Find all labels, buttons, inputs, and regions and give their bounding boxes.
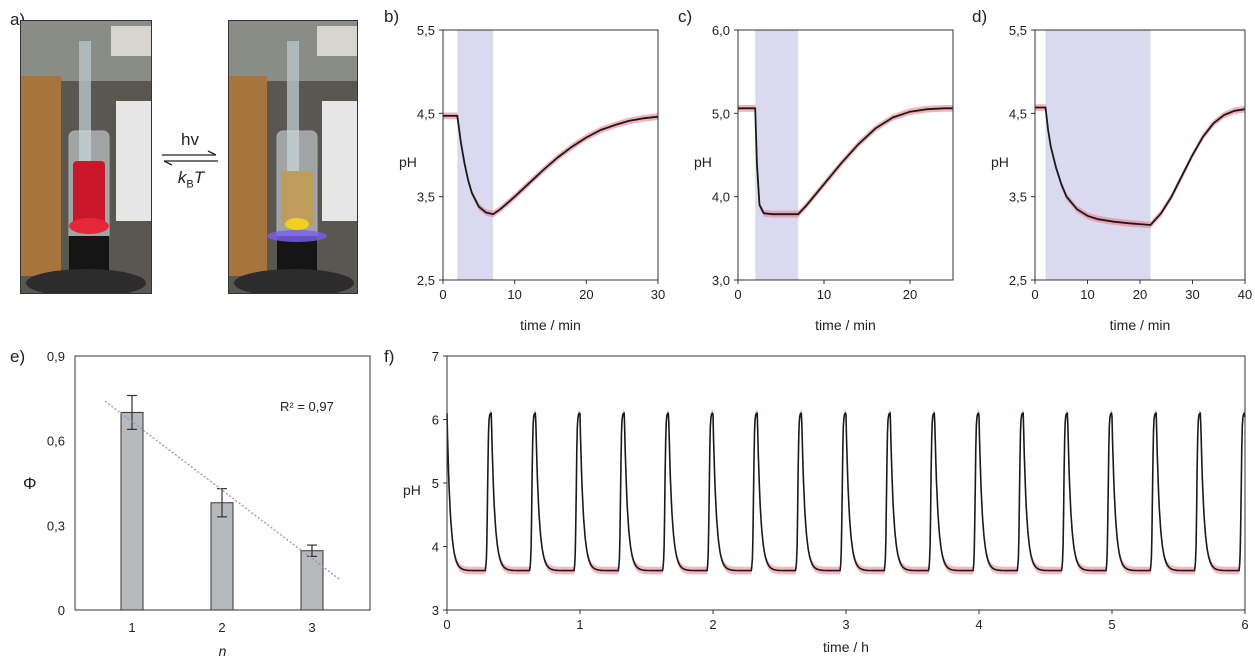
- forward-reaction-label: hv: [181, 130, 199, 149]
- y-tick-label: 5,5: [417, 23, 435, 38]
- plot-frame: [737, 29, 954, 281]
- photo-before-irradiation: [20, 20, 152, 294]
- x-tick-label: 10: [1080, 287, 1094, 302]
- y-tick-label: 3,0: [712, 273, 730, 288]
- bar: [300, 550, 324, 611]
- x-tick-label: 20: [903, 287, 917, 302]
- y-axis-label: pH: [694, 154, 712, 170]
- y-tick-label: 5,5: [1009, 23, 1027, 38]
- ph-trace-line: [443, 114, 659, 216]
- y-tick-label: 2,5: [1009, 273, 1027, 288]
- y-axis-label: Φ: [23, 474, 37, 493]
- y-tick-label: 4,0: [712, 190, 730, 205]
- x-axis-label: time / h: [823, 639, 869, 655]
- ph-trace-line: [1035, 106, 1246, 226]
- y-tick-label: 6: [432, 413, 439, 428]
- t-symbol: T: [193, 168, 205, 187]
- y-tick-label: 3,5: [417, 190, 435, 205]
- y-tick-label: 7: [432, 349, 439, 364]
- panel-label-b: b): [384, 7, 399, 26]
- y-tick-label: 5: [432, 476, 439, 491]
- y-tick-label: 0,9: [47, 349, 65, 364]
- x-axis-label: time / min: [520, 317, 581, 333]
- y-tick-label: 0: [58, 603, 65, 618]
- backward-reaction-label: kBT: [166, 168, 216, 190]
- x-tick-label: 2: [709, 617, 716, 632]
- trend-line: [104, 400, 340, 580]
- error-band: [1035, 104, 1245, 229]
- y-tick-label: 5,0: [712, 106, 730, 121]
- x-tick-label: 10: [507, 287, 521, 302]
- b-subscript: B: [186, 178, 194, 191]
- y-tick-label: 4,5: [1009, 106, 1027, 121]
- x-tick-label: 0: [1031, 287, 1038, 302]
- x-tick-label: 0: [443, 617, 450, 632]
- y-tick-label: 4: [432, 540, 439, 555]
- irradiation-shade: [1045, 30, 1151, 280]
- plot-frame: [442, 29, 659, 281]
- bar: [120, 411, 144, 611]
- equilibrium-arrows-icon: [162, 150, 218, 166]
- x-tick-label: 4: [975, 617, 982, 632]
- k-symbol: k: [177, 168, 187, 187]
- y-axis-label: pH: [403, 482, 421, 498]
- x-tick-label: 20: [579, 287, 593, 302]
- y-tick-label: 0,6: [47, 434, 65, 449]
- y-tick-label: 6,0: [712, 23, 730, 38]
- ph-trace-line: [738, 107, 953, 216]
- panel-label-d: d): [972, 7, 987, 26]
- bar: [210, 502, 234, 611]
- y-tick-label: 2,5: [417, 273, 435, 288]
- y-axis-label: pH: [991, 154, 1009, 170]
- x-tick-label: 10: [817, 287, 831, 302]
- x-tick-label: 2: [218, 620, 225, 635]
- x-tick-label: 6: [1241, 617, 1248, 632]
- panel-label-c: c): [678, 7, 692, 26]
- x-axis-label: time / min: [815, 317, 876, 333]
- x-tick-label: 20: [1133, 287, 1147, 302]
- error-band: [443, 112, 658, 218]
- irradiation-shade: [755, 30, 799, 280]
- x-tick-label: 40: [1238, 287, 1252, 302]
- x-tick-label: 0: [439, 287, 446, 302]
- y-tick-label: 4,5: [417, 106, 435, 121]
- error-band: [738, 105, 953, 218]
- x-axis-label: time / min: [1110, 317, 1171, 333]
- panel-label-f: f): [384, 347, 394, 366]
- photo-after-irradiation: [228, 20, 358, 294]
- x-tick-label: 1: [128, 620, 135, 635]
- ph-trace-line: [446, 411, 1246, 572]
- x-tick-label: 0: [734, 287, 741, 302]
- panel-label-e: e): [10, 347, 25, 366]
- x-tick-label: 1: [576, 617, 583, 632]
- x-tick-label: 30: [651, 287, 665, 302]
- x-tick-label: 3: [308, 620, 315, 635]
- x-axis-label: n: [219, 643, 227, 659]
- x-tick-label: 5: [1108, 617, 1115, 632]
- y-axis-label: pH: [399, 154, 417, 170]
- r-squared-annotation: R² = 0,97: [280, 399, 334, 414]
- x-tick-label: 3: [842, 617, 849, 632]
- y-tick-label: 3: [432, 603, 439, 618]
- y-tick-label: 3,5: [1009, 190, 1027, 205]
- x-tick-label: 30: [1185, 287, 1199, 302]
- y-tick-label: 0,3: [47, 518, 65, 533]
